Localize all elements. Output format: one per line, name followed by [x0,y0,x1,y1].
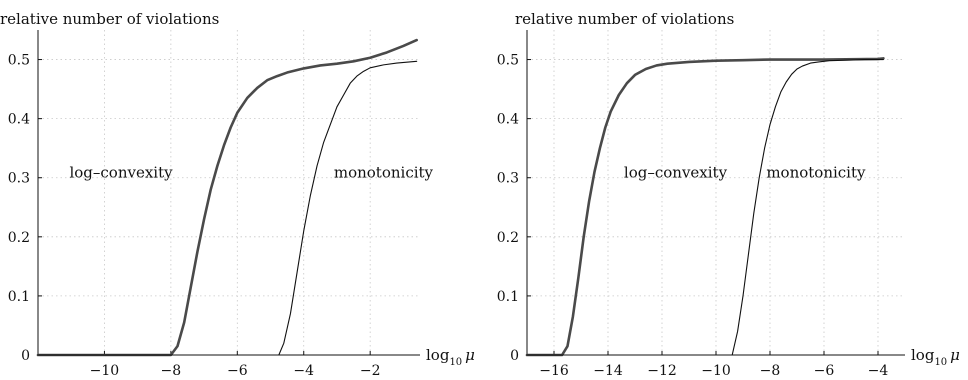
y-tick-label: 0.4 [8,112,30,128]
x-axis-label-base: log [426,346,450,364]
y-tick-label: 0.2 [497,230,519,246]
x-tick-label: −16 [539,363,569,379]
y-axis-label: relative number of violations [515,10,734,28]
x-tick-label: −4 [868,363,889,379]
x-tick-label: −12 [647,363,677,379]
x-tick-label: −6 [227,363,248,379]
chart-left: −10 −8 −6 −4 −2 0 0.1 0.2 0.3 0.4 0.5 relative numb… [0,10,475,379]
annotation-label: log–convexity [624,163,728,181]
chart-right: −16 −14 −12 −10 −8 −6 −4 0 0.1 0.2 0.3 0.4 0.5 relati… [497,10,960,379]
x-axis-label-var: μ [465,346,475,364]
y-tick-label: 0.5 [8,53,30,69]
x-tick-label: −8 [760,363,781,379]
x-axis-label-sub: 10 [934,357,947,368]
annotation-label: monotonicity [766,163,866,181]
y-tick-label: 0.5 [497,53,519,69]
x-tick-label: −14 [593,363,623,379]
y-tick-label: 0.1 [497,289,519,305]
y-tick-label: 0.1 [8,289,30,305]
x-axis-label-var: μ [950,346,960,364]
y-tick-label: 0.2 [8,230,30,246]
series-line-log-convexity [38,40,417,355]
series-line-monotonicity [38,61,417,355]
x-tick-label: −4 [293,363,314,379]
x-tick-label: −10 [90,363,120,379]
x-axis-label: log10 μ [911,346,960,368]
x-tick-label: −8 [161,363,182,379]
y-tick-label: 0.3 [497,171,519,187]
x-tick-label: −10 [701,363,731,379]
y-tick-label: 0 [21,348,30,364]
y-axis-label: relative number of violations [0,10,219,28]
x-axis-label-sub: 10 [449,357,462,368]
y-tick-label: 0.4 [497,112,519,128]
series-line-monotonicity [527,60,883,355]
x-axis-label: log10 μ [426,346,475,368]
x-tick-label: −2 [360,363,381,379]
y-tick-label: 0 [510,348,519,364]
annotation-label: log–convexity [69,163,173,181]
x-tick-label: −6 [814,363,835,379]
series-line-log-convexity [527,58,883,355]
annotation-label: monotonicity [334,163,434,181]
x-axis-label-base: log [911,346,935,364]
y-tick-label: 0.3 [8,171,30,187]
